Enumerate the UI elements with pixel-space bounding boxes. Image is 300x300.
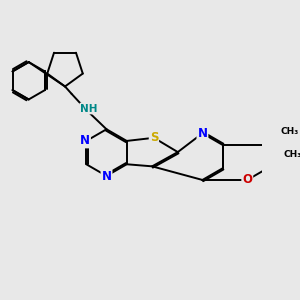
Text: CH₃: CH₃ (280, 128, 299, 136)
Text: CH₃: CH₃ (283, 149, 300, 158)
Text: O: O (242, 173, 252, 187)
Text: N: N (101, 170, 112, 183)
Text: N: N (197, 127, 207, 140)
Text: S: S (150, 131, 158, 144)
Text: N: N (80, 134, 90, 147)
Text: NH: NH (80, 103, 98, 113)
